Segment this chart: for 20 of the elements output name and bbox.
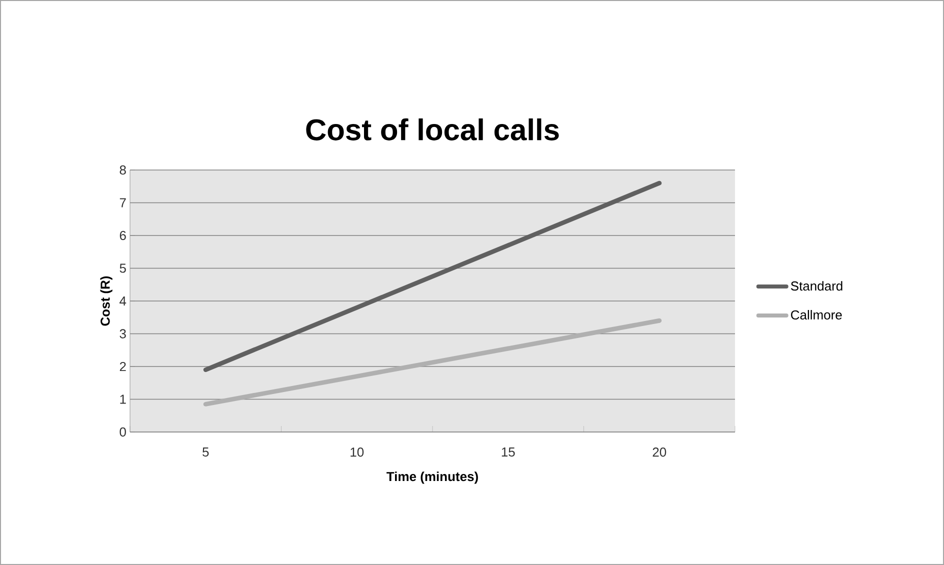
y-tick-label: 0 [120,427,126,437]
y-tick-label: 1 [120,394,126,404]
x-tick-label: 10 [350,448,364,457]
x-tick-label: 20 [652,448,666,457]
y-tick-label: 2 [120,362,126,372]
y-tick-label: 3 [120,329,126,338]
y-tick-label: 7 [120,198,126,208]
x-axis-title: Time (minutes) [386,472,478,484]
line-series [203,180,662,372]
x-tick-label: 5 [202,448,209,457]
line-series [203,318,662,406]
y-tick-label: 4 [120,296,126,306]
chart-title: Cost of local calls [306,118,559,140]
x-tick-label: 15 [502,448,515,457]
y-tick-label: 5 [120,264,126,273]
y-tick-label: 6 [120,230,126,240]
legend-label: Standard [790,281,842,291]
y-tick-label: 8 [120,165,126,175]
legend-label: Callmore [791,310,842,320]
y-axis-title: Cost (R) [100,276,112,326]
